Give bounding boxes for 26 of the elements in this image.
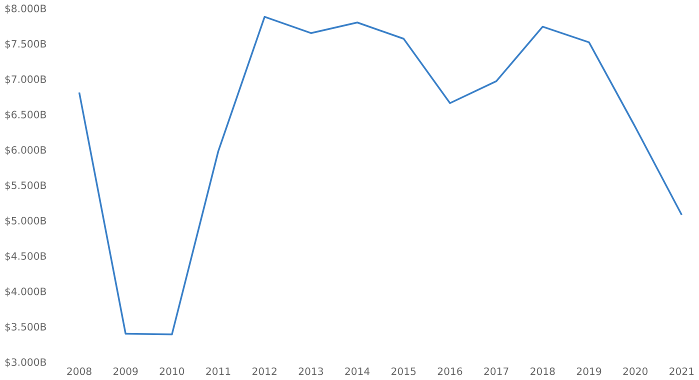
y-tick-label: $5.500B [5, 182, 46, 191]
x-tick-label: 2016 [438, 368, 462, 376]
y-tick-label: $6.000B [5, 146, 46, 156]
x-tick-label: 2010 [160, 368, 184, 376]
x-tick-label: 2014 [345, 368, 370, 376]
x-tick-label: 2019 [576, 368, 602, 376]
y-tick-label: $7.500B [5, 40, 46, 50]
y-tick-label: $6.500B [5, 110, 46, 120]
y-tick-label: $4.000B [5, 288, 46, 297]
y-tick-label: $7.000B [5, 75, 46, 85]
y-tick-label: $3.000B [5, 358, 46, 368]
x-tick-label: 2020 [623, 368, 648, 376]
x-tick-label: 2018 [530, 368, 555, 376]
y-tick-label: $3.500B [5, 322, 46, 332]
x-tick-label: 2009 [113, 368, 138, 376]
y-tick-label: $4.500B [5, 252, 46, 262]
y-tick-label: $8.000B [5, 4, 46, 14]
x-tick-label: 2013 [298, 368, 323, 376]
x-tick-label: 2008 [67, 368, 92, 376]
x-tick-label: 2011 [206, 368, 230, 376]
y-tick-label: $5.000B [5, 216, 46, 226]
x-tick-label: 2015 [392, 368, 416, 376]
line-series [78, 16, 683, 336]
x-tick-label: 2012 [252, 368, 276, 376]
x-tick-label: 2017 [484, 368, 508, 376]
x-tick-label: 2021 [670, 368, 694, 376]
